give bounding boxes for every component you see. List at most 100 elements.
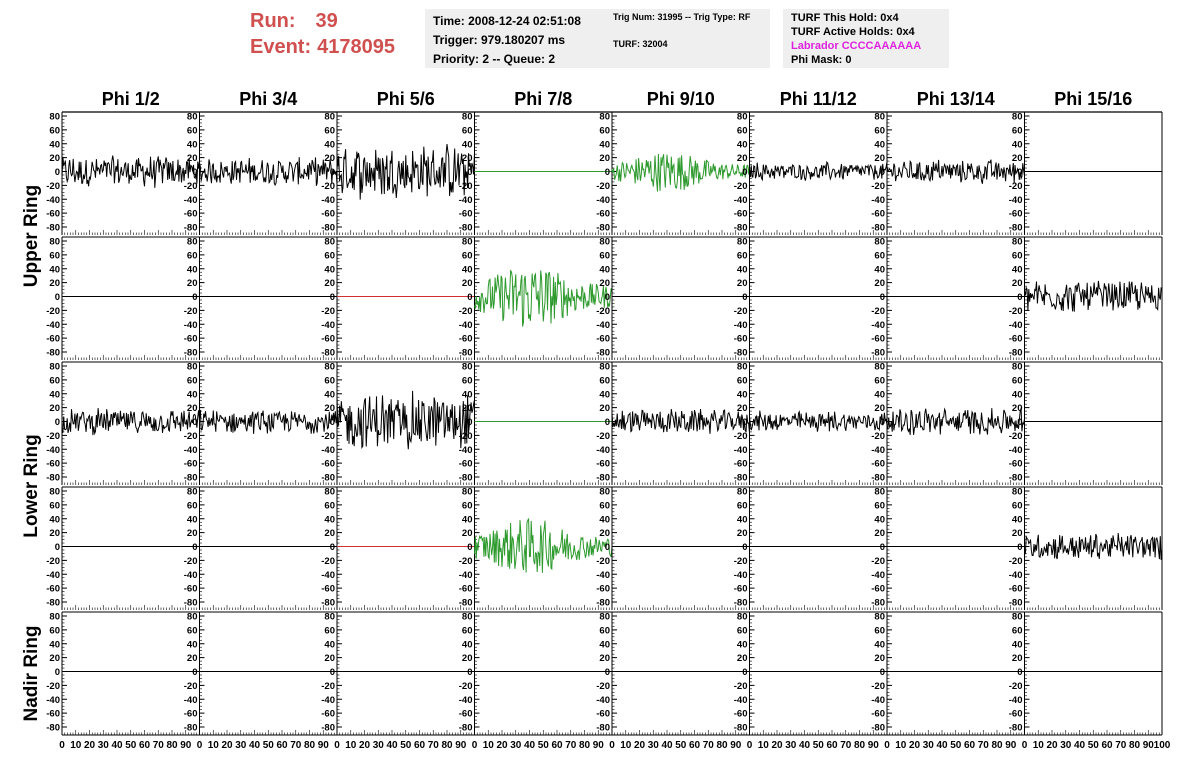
y-tick-label: 40	[1012, 514, 1023, 525]
y-tick-label: 20	[49, 403, 60, 414]
y-tick-label: -20	[734, 681, 748, 692]
y-tick-label: -80	[596, 223, 610, 234]
x-tick-label: 30	[648, 740, 660, 751]
y-tick-label: 60	[737, 375, 748, 386]
y-tick-label: -60	[734, 584, 748, 595]
x-tick-label: 10	[345, 740, 357, 751]
panel-r4-c1: 80 60 40 20 0 -20 -40 -60 -80	[184, 612, 338, 735]
y-tick-label: -80	[871, 723, 885, 734]
y-tick-label: 40	[49, 389, 60, 400]
x-tick-label: 0	[747, 740, 753, 751]
y-tick-label: -80	[871, 473, 885, 484]
y-tick-label: -40	[46, 570, 60, 581]
y-tick-label: 0	[55, 542, 60, 553]
y-tick-label: -80	[459, 723, 473, 734]
y-tick-label: -80	[1009, 223, 1023, 234]
turf-text: TURF: 32004	[613, 39, 668, 49]
y-tick-label: 20	[49, 153, 60, 164]
x-tick-label: 40	[524, 740, 536, 751]
y-tick-label: -40	[734, 695, 748, 706]
y-tick-label: 40	[324, 389, 335, 400]
event-label: Event:	[250, 36, 312, 58]
y-tick-label: 0	[192, 667, 197, 678]
x-tick-label: 80	[854, 740, 866, 751]
y-tick-label: -40	[871, 695, 885, 706]
y-tick-label: 40	[1012, 264, 1023, 275]
y-tick-label: -40	[184, 570, 198, 581]
y-tick-label: -60	[46, 334, 60, 345]
y-tick-label: -40	[459, 445, 473, 456]
time-info-box: Time: 2008-12-24 02:51:08 Trigger: 979.1…	[425, 9, 617, 68]
x-tick-label: 50	[400, 740, 412, 751]
y-tick-label: 0	[880, 292, 885, 303]
y-tick-label: -80	[184, 723, 198, 734]
x-tick-label: 0	[609, 740, 615, 751]
y-tick-label: 40	[187, 514, 198, 525]
y-tick-label: -80	[871, 598, 885, 609]
y-tick-label: 60	[1012, 500, 1023, 511]
y-tick-label: -40	[871, 445, 885, 456]
y-tick-label: -60	[184, 584, 198, 595]
x-tick-label: 70	[290, 740, 302, 751]
x-tick-label: 30	[923, 740, 935, 751]
x-tick-label: 80	[1129, 740, 1141, 751]
y-tick-label: 0	[467, 167, 472, 178]
y-tick-label: 80	[874, 362, 885, 373]
y-tick-label: 60	[324, 250, 335, 261]
y-tick-label: -80	[871, 223, 885, 234]
y-tick-label: -60	[596, 584, 610, 595]
y-tick-label: -60	[459, 334, 473, 345]
x-tick-label: 40	[661, 740, 673, 751]
y-tick-label: -40	[1009, 195, 1023, 206]
y-tick-label: -60	[596, 209, 610, 220]
x-tick-label: 0	[1022, 740, 1028, 751]
x-tick-label: 0	[472, 740, 478, 751]
y-tick-label: -40	[734, 445, 748, 456]
y-tick-label: 60	[599, 125, 610, 136]
x-tick-label: 40	[936, 740, 948, 751]
waveform-trace	[611, 408, 750, 434]
y-tick-label: 40	[874, 139, 885, 150]
y-tick-label: 80	[599, 237, 610, 248]
y-tick-label: 80	[874, 487, 885, 498]
y-tick-label: 80	[737, 362, 748, 373]
y-tick-label: 40	[737, 639, 748, 650]
panel-r4-c4: 80 60 40 20 0 -20 -40 -60 -80	[596, 612, 750, 735]
y-tick-label: 80	[49, 112, 60, 123]
x-tick-label: 90	[868, 740, 880, 751]
y-tick-label: 20	[737, 528, 748, 539]
y-tick-label: 0	[55, 292, 60, 303]
panel-r1-c6: 80 60 40 20 0 -20 -40 -60 -80	[871, 237, 1025, 360]
y-tick-label: 20	[49, 653, 60, 664]
y-tick-label: 60	[49, 625, 60, 636]
run-event-box: Run: 39 Event: 4178095	[250, 8, 395, 60]
y-tick-label: 80	[187, 362, 198, 373]
panel-r4-c2: 80 60 40 20 0 -20 -40 -60 -80	[321, 612, 475, 735]
phi-mask-text: Phi Mask: 0	[791, 54, 852, 66]
y-tick-label: 80	[874, 237, 885, 248]
y-tick-label: 60	[462, 125, 473, 136]
panel-r3-c6: 80 60 40 20 0 -20 -40 -60 -80	[871, 487, 1025, 610]
y-tick-label: 20	[49, 528, 60, 539]
y-tick-label: 80	[324, 487, 335, 498]
y-tick-label: -20	[459, 306, 473, 317]
y-tick-label: 20	[324, 153, 335, 164]
y-tick-label: 0	[192, 417, 197, 428]
waveform-trace	[199, 157, 338, 187]
x-tick-label: 10	[70, 740, 82, 751]
y-tick-label: 20	[462, 153, 473, 164]
y-tick-label: 20	[599, 528, 610, 539]
x-tick-label: 60	[689, 740, 701, 751]
y-tick-label: -80	[871, 348, 885, 359]
y-tick-label: -40	[184, 195, 198, 206]
x-tick-label: 20	[1046, 740, 1058, 751]
panel-r2-c3: 80 60 40 20 0 -20 -40 -60 -80	[459, 362, 613, 485]
y-tick-label: 60	[1012, 250, 1023, 261]
y-tick-label: 20	[737, 403, 748, 414]
y-tick-label: 40	[324, 639, 335, 650]
y-tick-label: -80	[46, 723, 60, 734]
y-tick-label: -80	[184, 223, 198, 234]
y-tick-label: -80	[184, 598, 198, 609]
y-tick-label: 40	[599, 264, 610, 275]
y-tick-label: -40	[184, 320, 198, 331]
